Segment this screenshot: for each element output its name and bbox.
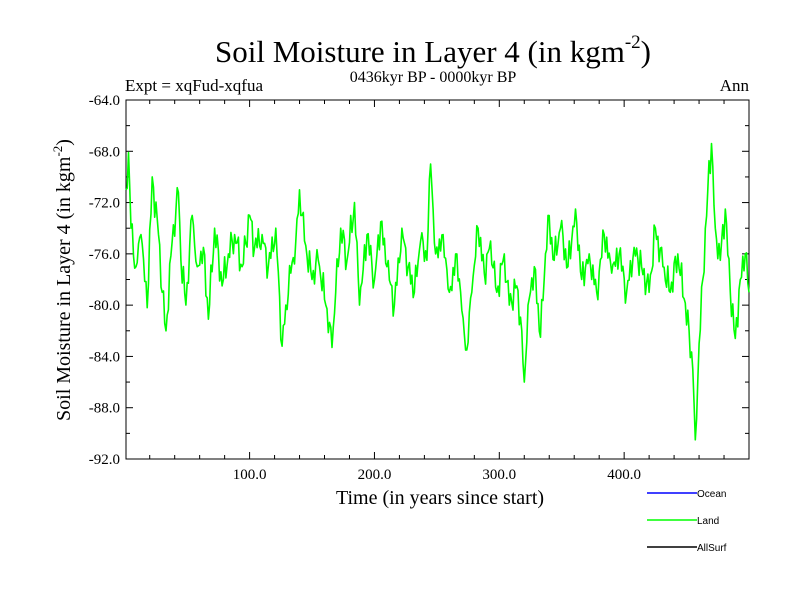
series-lines <box>125 142 750 441</box>
x-tick-label: 400.0 <box>607 467 641 483</box>
expt-label: Expt = xqFud-xqfua <box>125 76 263 95</box>
season-label: Ann <box>720 76 750 95</box>
y-tick-label: -68.0 <box>89 144 120 160</box>
legend-label-ocean: Ocean <box>697 489 726 500</box>
x-tick-label: 200.0 <box>358 467 392 483</box>
y-tick-label: -80.0 <box>89 298 120 314</box>
y-tick-label: -64.0 <box>89 93 120 109</box>
y-tick-label: -76.0 <box>89 247 120 263</box>
legend: Ocean Land AllSurf <box>647 489 727 554</box>
y-tick-label: -92.0 <box>89 452 120 468</box>
y-axis: -64.0 -68.0 -72.0 -76.0 -80.0 -84.0 -88.0 -92.0 <box>89 93 749 468</box>
x-axis-label: Time (in years since start) <box>336 487 544 509</box>
x-tick-label: 300.0 <box>482 467 516 483</box>
y-tick-label: -72.0 <box>89 196 120 212</box>
y-tick-label: -88.0 <box>89 401 120 417</box>
chart-title: Soil Moisture in Layer 4 (in kgm-2) <box>215 32 651 69</box>
series-line-land <box>125 142 750 441</box>
legend-label-allsurf: AllSurf <box>697 543 727 554</box>
y-axis-label: Soil Moisture in Layer 4 (in kgm-2) <box>50 139 75 421</box>
x-tick-label: 100.0 <box>233 467 267 483</box>
legend-label-land: Land <box>697 516 719 527</box>
y-tick-label: -84.0 <box>89 349 120 365</box>
period-label: 0436kyr BP - 0000kyr BP <box>350 69 517 86</box>
x-axis: 100.0 200.0 300.0 400.0 <box>149 100 725 483</box>
